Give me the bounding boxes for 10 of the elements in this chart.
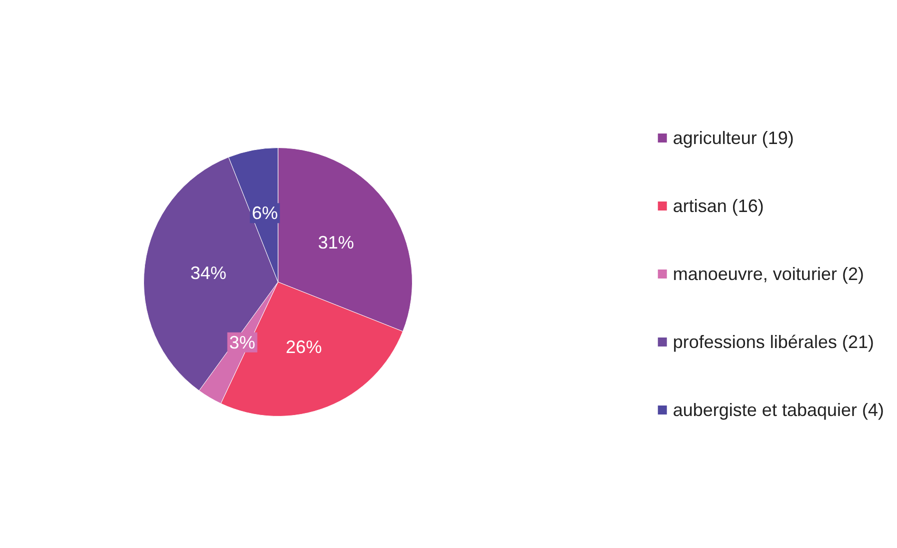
data-label: 31% — [318, 232, 354, 253]
data-label: 34% — [190, 263, 226, 284]
data-label: 26% — [286, 337, 322, 358]
legend-label: manoeuvre, voiturier (2) — [672, 264, 864, 284]
legend-label: artisan (16) — [672, 196, 764, 216]
legend-label: aubergiste et tabaquier (4) — [672, 400, 884, 420]
legend-label: agriculteur (19) — [672, 128, 794, 148]
legend-label: professions libérales (21) — [672, 332, 874, 352]
data-label: 6% — [252, 203, 278, 224]
data-label: 3% — [229, 332, 256, 352]
